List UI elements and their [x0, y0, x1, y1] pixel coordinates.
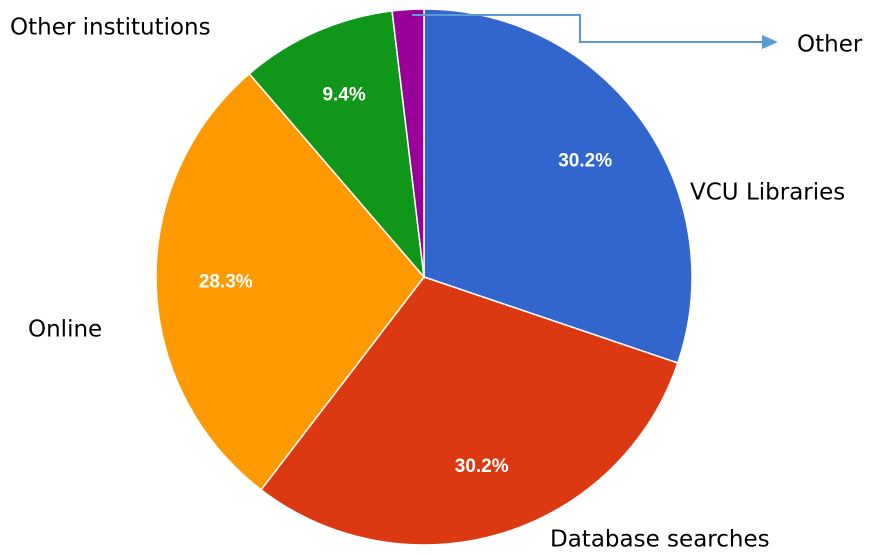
- slice-value-label: 30.2%: [558, 150, 612, 171]
- pie-slice: [391, 8, 425, 278]
- callout-arrowhead: [762, 35, 778, 49]
- slice-category-label: VCU Libraries: [690, 180, 845, 206]
- slice-value-label: 9.4%: [322, 85, 365, 106]
- slice-category-label: Other: [797, 32, 863, 58]
- slice-category-label: Other institutions: [10, 15, 211, 41]
- pie: [155, 8, 693, 546]
- pie-slice: [155, 72, 425, 491]
- pie-slice: [423, 8, 693, 364]
- slice-value-label: 28.3%: [199, 272, 253, 293]
- slice-category-label: Database searches: [550, 527, 770, 553]
- slice-category-label: Online: [28, 317, 102, 343]
- pie-slice: [248, 10, 426, 280]
- slice-value-label: 30.2%: [455, 456, 509, 477]
- pie-slice: [260, 276, 679, 546]
- callout-line: [412, 14, 768, 43]
